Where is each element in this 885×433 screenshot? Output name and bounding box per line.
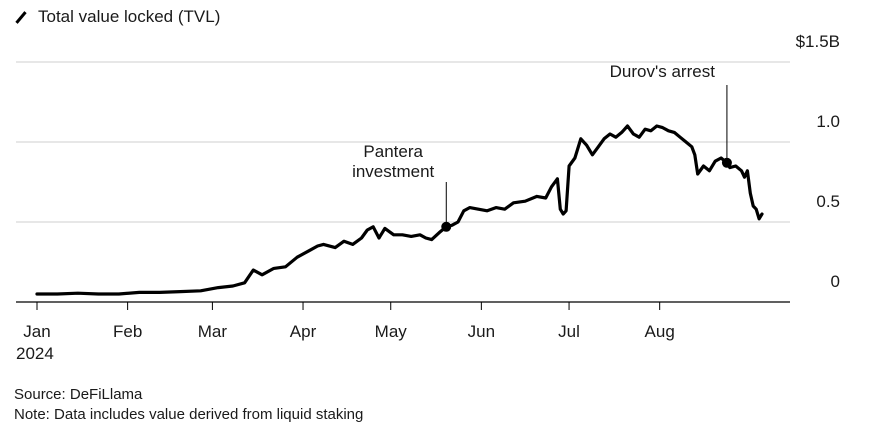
y-tick-label: 0.5 (816, 192, 840, 211)
tvl-series-line (35, 124, 764, 296)
annotation-label: Pantera investment (352, 142, 435, 181)
y-tick-label: $1.5B (795, 32, 840, 51)
x-tick-label: Apr (289, 322, 317, 341)
x-tick-label: Jun (467, 322, 496, 341)
year-label: 2024 (16, 344, 54, 363)
x-tick-label: May (374, 322, 407, 341)
x-tick-label: Jul (558, 322, 580, 341)
source-text: Source: DeFiLlama (14, 386, 143, 403)
annotation-marker (721, 157, 732, 168)
x-tick-label: Aug (644, 322, 675, 341)
y-tick-label: 1.0 (816, 112, 840, 131)
annotation-label: Durov's arrest (609, 62, 715, 81)
x-tick-label: Feb (112, 322, 143, 341)
annotation-marker (441, 221, 452, 232)
note-text: Note: Data includes value derived from l… (14, 406, 364, 423)
legend-label: Total value locked (TVL) (38, 7, 221, 26)
x-tick-label: Mar (197, 322, 228, 341)
y-tick-label: 0 (830, 272, 840, 291)
x-tick-label: Jan (23, 322, 51, 341)
legend: Total value locked (TVL) (14, 6, 220, 28)
